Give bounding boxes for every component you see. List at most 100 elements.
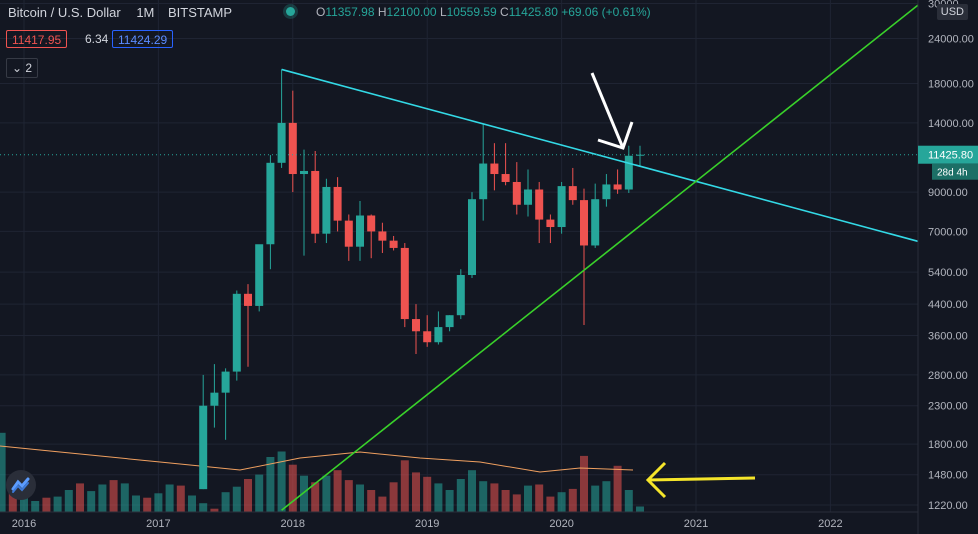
candle-body (524, 189, 532, 205)
candle-body (244, 293, 252, 306)
tradingview-logo-icon[interactable] (6, 470, 36, 500)
y-tick-label: 5400.00 (928, 267, 968, 279)
candle-body (479, 163, 488, 200)
market-status-icon (286, 7, 295, 16)
volume-bar (232, 486, 241, 512)
candle-body (344, 220, 353, 247)
volume-bar (367, 490, 376, 512)
x-tick-label: 2021 (684, 518, 708, 530)
volume-bar (64, 490, 73, 512)
candle-body (210, 392, 219, 406)
volume-bar (165, 484, 174, 512)
candle-body (412, 319, 420, 332)
volume-bar (98, 484, 107, 512)
y-tick-label: 1480.00 (928, 470, 968, 482)
candle-body (512, 181, 521, 205)
volume-bar (490, 483, 499, 512)
candle-body (322, 186, 331, 234)
candle-body (591, 199, 600, 246)
open-value: 11357.98 (325, 5, 375, 19)
volume-bar (434, 483, 443, 512)
candle-body (580, 200, 588, 246)
volume-bar (356, 484, 364, 512)
resistance-trendline (281, 68, 943, 249)
volume-bar (210, 508, 219, 512)
candle-body (535, 189, 544, 220)
volume-bar (20, 494, 28, 512)
candle-body (602, 184, 611, 200)
volume-bar (76, 483, 84, 512)
volume-bar (244, 479, 252, 512)
volume-bar (199, 503, 208, 512)
yellow-arrow-shaft (647, 476, 756, 482)
white-arrow-head (597, 121, 634, 150)
indicators-collapse-button[interactable]: ⌄ 2 (6, 58, 38, 78)
y-tick-label: 14000.00 (928, 118, 974, 130)
y-tick-label: 7000.00 (928, 226, 968, 238)
volume-bar (636, 506, 644, 512)
countdown-label: 28d 4h (937, 168, 968, 179)
volume-bar (311, 482, 320, 512)
candle-body (434, 327, 443, 343)
candle-body (546, 219, 555, 228)
y-tick-label: 2800.00 (928, 370, 968, 382)
exchange-label: BITSTAMP (168, 5, 233, 20)
volume-bar (132, 495, 140, 512)
close-key: C (500, 5, 509, 19)
close-value: 11425.80 (508, 5, 558, 19)
candle-body (557, 186, 566, 228)
volume-bar (120, 483, 129, 512)
bid-price-badge[interactable]: 11417.95 (6, 30, 68, 48)
symbol-name[interactable]: Bitcoin / U.S. Dollar (8, 5, 121, 20)
price-label-bg (918, 145, 978, 164)
volume-bar (512, 494, 521, 512)
candle-body (232, 293, 241, 372)
y-tick-label: 1800.00 (928, 439, 968, 451)
volume-bar (277, 451, 286, 512)
volume-bar (87, 491, 96, 512)
volume-bar (501, 490, 510, 512)
volume-bar (8, 485, 17, 512)
candle-body (199, 405, 208, 490)
candle-body (468, 199, 476, 275)
y-tick-label: 4400.00 (928, 299, 968, 311)
x-tick-label: 2020 (549, 518, 573, 530)
y-tick-label: 9000.00 (928, 187, 968, 199)
volume-bar (53, 496, 62, 512)
volume-bar (445, 490, 454, 512)
volume-bar (546, 496, 555, 512)
volume-bar (378, 496, 387, 512)
y-tick-label: 1220.00 (928, 500, 968, 512)
volume-bar (568, 488, 577, 512)
volume-bar (580, 455, 588, 512)
ask-price-badge[interactable]: 11424.29 (112, 30, 174, 48)
volume-bar (288, 464, 297, 512)
low-value: 10559.59 (446, 5, 497, 19)
x-tick-label: 2022 (818, 518, 842, 530)
currency-button[interactable]: USD (936, 4, 968, 20)
volume-bar (479, 481, 488, 512)
candle-body (624, 155, 633, 190)
volume-bar (456, 479, 465, 512)
y-tick-label: 24000.00 (928, 34, 974, 46)
volume-bar (109, 480, 118, 512)
spread-value: 6.34 (85, 32, 109, 46)
interval-label[interactable]: 1M (136, 5, 155, 20)
candle-body (389, 240, 398, 248)
candle-body (311, 170, 320, 234)
candle-body (490, 163, 499, 175)
volume-bar (389, 482, 398, 512)
volume-bar (333, 470, 342, 512)
volume-bar (176, 485, 185, 512)
chevron-down-icon: ⌄ (11, 61, 23, 75)
candle-body (367, 215, 376, 232)
x-tick-label: 2019 (415, 518, 439, 530)
volume-bar (255, 474, 264, 512)
volume-bar (266, 457, 275, 512)
volume-ma-line (0, 445, 634, 473)
volume-bar (591, 485, 600, 512)
current-price-label: 11425.80 (928, 150, 973, 162)
volume-bar (423, 476, 432, 512)
